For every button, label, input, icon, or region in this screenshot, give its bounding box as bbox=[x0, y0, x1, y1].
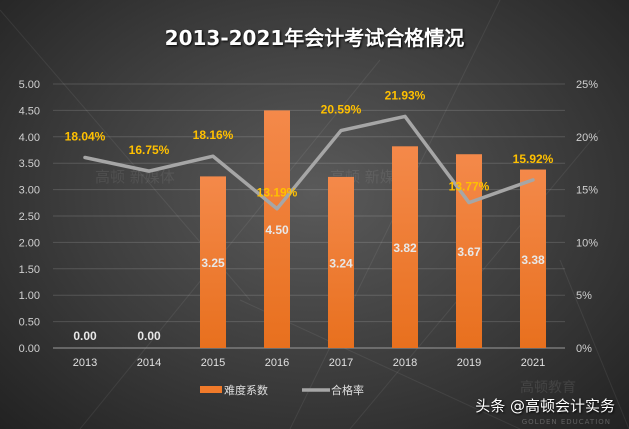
watermark-logo-en: GOLDEN EDUCATION bbox=[521, 418, 611, 426]
line-data-label: 16.75% bbox=[129, 143, 170, 157]
line-data-label: 13.19% bbox=[257, 186, 298, 200]
line-data-label: 21.93% bbox=[385, 88, 426, 102]
y-left-tick-label: 4.50 bbox=[19, 105, 40, 117]
bar bbox=[520, 169, 546, 348]
x-tick-label: 2015 bbox=[201, 357, 225, 369]
watermark-line bbox=[79, 59, 381, 429]
y-left-tick-label: 5.00 bbox=[19, 79, 40, 91]
line-data-label: 20.59% bbox=[321, 103, 362, 117]
y-left-tick-label: 1.50 bbox=[19, 264, 40, 276]
watermark-line bbox=[559, 259, 629, 429]
bar-data-label: 3.67 bbox=[457, 245, 481, 259]
y-right-tick-label: 25% bbox=[576, 79, 598, 91]
bar bbox=[264, 110, 290, 349]
bar bbox=[200, 176, 226, 348]
y-left-tick-label: 3.00 bbox=[19, 185, 40, 197]
bar bbox=[456, 154, 482, 348]
line-data-label: 18.04% bbox=[65, 129, 106, 143]
bar bbox=[328, 176, 354, 348]
bar bbox=[392, 146, 418, 348]
y-left-tick-label: 4.00 bbox=[19, 132, 40, 144]
x-tick-label: 2014 bbox=[137, 357, 161, 369]
line-point bbox=[531, 178, 535, 182]
pass-rate-line bbox=[83, 114, 535, 211]
line-point bbox=[403, 114, 407, 118]
line-point bbox=[275, 207, 279, 211]
x-tick-label: 2019 bbox=[457, 357, 481, 369]
watermark-logo-text: 高顿教育 bbox=[520, 379, 576, 396]
y-right-tick-label: 5% bbox=[576, 290, 592, 302]
line-point bbox=[147, 169, 151, 173]
y-left-tick-label: 0.00 bbox=[19, 343, 40, 355]
bar-data-label: 3.82 bbox=[393, 241, 417, 255]
y-left-tick-label: 3.50 bbox=[19, 158, 40, 170]
y-right-tick-label: 10% bbox=[576, 237, 598, 249]
y-left-tick-label: 2.00 bbox=[19, 237, 40, 249]
line-data-label: 18.16% bbox=[193, 128, 234, 142]
x-tick-label: 2021 bbox=[521, 357, 545, 369]
bar-data-label: 3.24 bbox=[329, 256, 353, 270]
line-data-label: 13.77% bbox=[449, 180, 490, 194]
bar-data-label: 3.25 bbox=[201, 256, 225, 270]
legend-label-bar: 难度系数 bbox=[224, 383, 268, 397]
bar-data-label: 0.00 bbox=[73, 329, 97, 343]
x-tick-label: 2017 bbox=[329, 357, 353, 369]
legend-label-line: 合格率 bbox=[331, 383, 364, 397]
y-right-tick-label: 20% bbox=[576, 132, 598, 144]
bar-data-label: 3.38 bbox=[521, 253, 545, 267]
line-point bbox=[83, 155, 87, 159]
bar-data-label: 4.50 bbox=[265, 223, 289, 237]
bar-data-label: 0.00 bbox=[137, 329, 161, 343]
watermark-text: 高顿 新媒体 bbox=[95, 168, 175, 186]
x-tick-label: 2018 bbox=[393, 357, 417, 369]
line-point bbox=[339, 129, 343, 133]
y-left-tick-label: 0.50 bbox=[19, 317, 40, 329]
x-tick-label: 2016 bbox=[265, 357, 289, 369]
y-left-tick-label: 1.00 bbox=[19, 290, 40, 302]
line-point bbox=[467, 201, 471, 205]
x-tick-label: 2013 bbox=[73, 357, 97, 369]
chart-title: 2013-2021年会计考试合格情况 bbox=[164, 26, 465, 50]
line-point bbox=[211, 154, 215, 158]
y-left-tick-label: 2.50 bbox=[19, 211, 40, 223]
line-data-label: 15.92% bbox=[513, 152, 554, 166]
credit-text: 头条 @高顿会计实务 bbox=[475, 397, 615, 415]
y-right-tick-label: 0% bbox=[576, 343, 592, 355]
legend-swatch-bar bbox=[200, 386, 222, 393]
y-right-tick-label: 15% bbox=[576, 185, 598, 197]
